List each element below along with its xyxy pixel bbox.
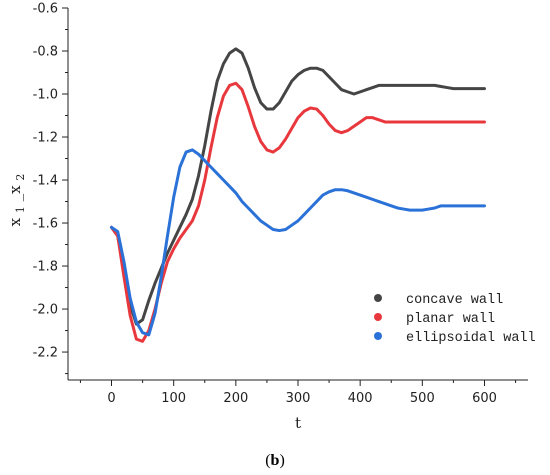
y-tick-label: -1.8: [33, 260, 58, 275]
caption-close: ): [279, 452, 284, 469]
caption-label: b: [271, 452, 280, 469]
y-axis-label-base: x: [6, 217, 24, 226]
legend: concave wall planar wall ellipsoidal wall: [374, 293, 536, 346]
legend-marker-concave-wall: [374, 294, 382, 302]
y-tick-label: -0.8: [33, 45, 58, 60]
series-lines: [110, 47, 486, 343]
series-line-ellipsoidal-wall: [110, 148, 486, 337]
y-tick-label: -1.6: [33, 217, 58, 232]
y-axis-label: x 1 _x 2: [6, 174, 28, 227]
x-tick-label: 600: [472, 391, 497, 406]
y-tick-label: -1.0: [33, 88, 58, 103]
legend-marker-ellipsoidal-wall: [374, 332, 382, 340]
legend-label-planar-wall: planar wall: [406, 312, 495, 327]
series-line-planar-wall: [110, 81, 486, 343]
legend-label-concave-wall: concave wall: [406, 293, 503, 308]
legend-label-ellipsoidal-wall: ellipsoidal wall: [406, 331, 536, 346]
series-line-concave-wall: [110, 47, 486, 326]
x-tick-label: 400: [348, 391, 373, 406]
y-tick-label: -1.2: [33, 131, 58, 146]
y-tick-label: -2.0: [33, 303, 58, 318]
x-tick-label: 200: [223, 391, 248, 406]
axes: 0 100 200 300 400 500 600 -0.6 -0.8 -1.0 -1.2 -1.4 -…: [33, 2, 528, 406]
y-tick-label: -0.6: [33, 2, 58, 17]
y-axis-label-sep: _x: [6, 185, 24, 202]
x-axis-label: t: [295, 414, 301, 432]
x-tick-label: 0: [107, 391, 115, 406]
caption-open: (: [265, 452, 270, 469]
y-axis-label-sub1: 1: [14, 206, 27, 213]
x-tick-label: 500: [410, 391, 435, 406]
x-tick-label: 300: [286, 391, 311, 406]
y-tick-label: -2.2: [33, 346, 58, 361]
y-axis-label-sub2: 2: [14, 174, 27, 181]
figure-caption: (b): [265, 452, 285, 469]
y-tick-label: -1.4: [33, 174, 58, 189]
legend-marker-planar-wall: [374, 313, 382, 321]
x-tick-label: 100: [161, 391, 186, 406]
